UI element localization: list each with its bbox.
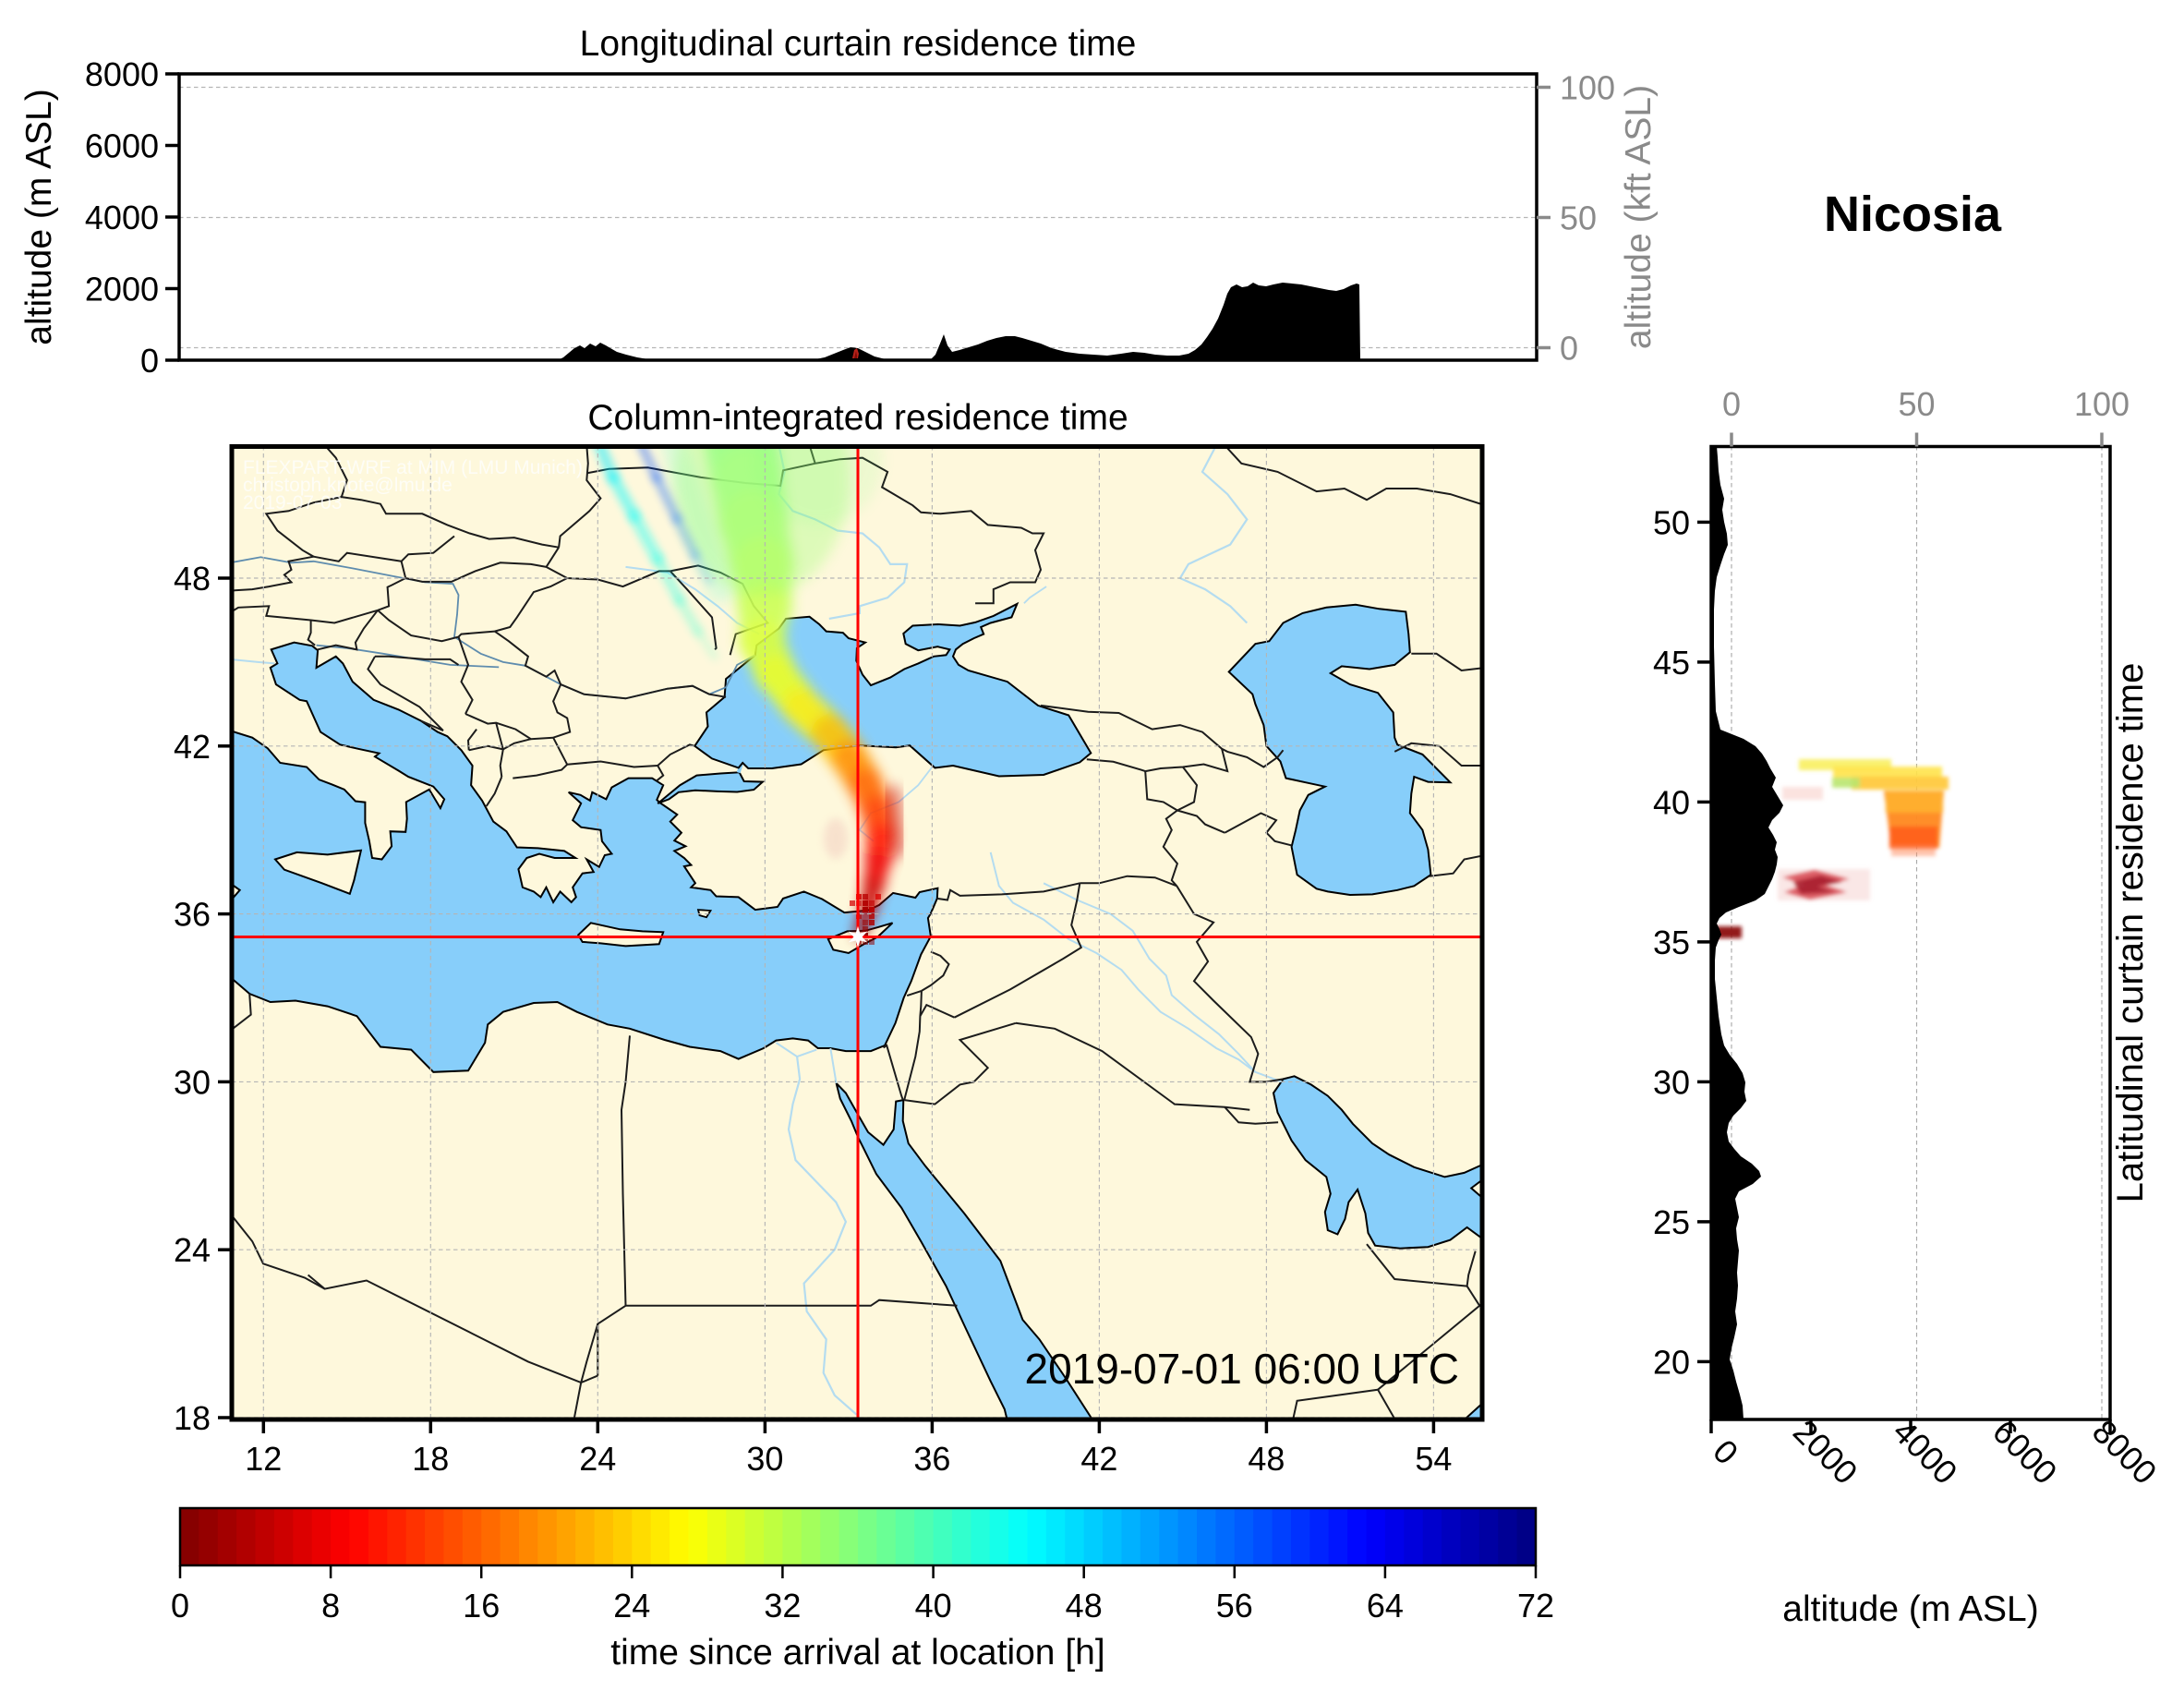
svg-text:36: 36 bbox=[174, 896, 211, 934]
svg-text:Column-integrated residence ti: Column-integrated residence time bbox=[587, 398, 1128, 438]
svg-text:30: 30 bbox=[1653, 1063, 1690, 1101]
svg-text:48: 48 bbox=[174, 560, 211, 598]
svg-text:45: 45 bbox=[1653, 644, 1690, 682]
svg-text:altitude (m ASL): altitude (m ASL) bbox=[19, 89, 59, 344]
svg-text:2019-07-01 06:00 UTC: 2019-07-01 06:00 UTC bbox=[1024, 1345, 1459, 1393]
svg-text:18: 18 bbox=[174, 1399, 211, 1437]
svg-text:8000: 8000 bbox=[85, 55, 159, 93]
svg-text:32: 32 bbox=[764, 1587, 801, 1624]
svg-text:Longitudinal curtain residence: Longitudinal curtain residence time bbox=[580, 24, 1137, 64]
svg-text:72: 72 bbox=[1517, 1587, 1554, 1624]
svg-text:48: 48 bbox=[1248, 1440, 1285, 1478]
svg-text:0: 0 bbox=[1722, 385, 1741, 423]
svg-text:0: 0 bbox=[171, 1587, 189, 1624]
svg-text:54: 54 bbox=[1415, 1440, 1452, 1478]
svg-text:20: 20 bbox=[1653, 1343, 1690, 1381]
svg-text:40: 40 bbox=[1653, 783, 1690, 821]
svg-text:16: 16 bbox=[463, 1587, 500, 1624]
svg-text:FLEXPART-WRF at MIM (LMU Munic: FLEXPART-WRF at MIM (LMU Munich) bbox=[243, 457, 583, 478]
svg-text:0: 0 bbox=[140, 342, 159, 380]
svg-text:48: 48 bbox=[1066, 1587, 1103, 1624]
svg-text:42: 42 bbox=[174, 728, 211, 766]
svg-text:50: 50 bbox=[1653, 503, 1690, 541]
svg-text:Latitudinal curtain residence: Latitudinal curtain residence time bbox=[2110, 663, 2151, 1203]
svg-text:8: 8 bbox=[321, 1587, 340, 1624]
svg-text:4000: 4000 bbox=[85, 199, 159, 236]
svg-text:100: 100 bbox=[2074, 385, 2130, 423]
svg-text:6000: 6000 bbox=[85, 127, 159, 165]
svg-text:30: 30 bbox=[746, 1440, 783, 1478]
svg-text:25: 25 bbox=[1653, 1203, 1690, 1241]
svg-text:2019-07-03: 2019-07-03 bbox=[243, 492, 342, 513]
svg-text:40: 40 bbox=[915, 1587, 952, 1624]
svg-text:altitude (m ASL): altitude (m ASL) bbox=[1782, 1589, 2038, 1629]
svg-text:24: 24 bbox=[174, 1231, 211, 1269]
svg-text:christoph.knote@lmu.de: christoph.knote@lmu.de bbox=[243, 475, 452, 496]
svg-text:12: 12 bbox=[245, 1440, 282, 1478]
svg-text:64: 64 bbox=[1367, 1587, 1404, 1624]
svg-text:50: 50 bbox=[1560, 199, 1597, 237]
svg-text:100: 100 bbox=[1560, 69, 1615, 107]
svg-text:24: 24 bbox=[613, 1587, 650, 1624]
svg-text:altitude (kft ASL): altitude (kft ASL) bbox=[1619, 85, 1659, 349]
svg-text:36: 36 bbox=[913, 1440, 950, 1478]
svg-text:18: 18 bbox=[412, 1440, 449, 1478]
svg-text:2000: 2000 bbox=[85, 271, 159, 308]
svg-text:0: 0 bbox=[1560, 330, 1578, 368]
svg-text:24: 24 bbox=[579, 1440, 616, 1478]
svg-text:Nicosia: Nicosia bbox=[1824, 187, 2002, 242]
svg-text:35: 35 bbox=[1653, 924, 1690, 961]
svg-text:56: 56 bbox=[1216, 1587, 1253, 1624]
svg-text:42: 42 bbox=[1080, 1440, 1117, 1478]
svg-text:50: 50 bbox=[1898, 385, 1935, 423]
svg-text:time since arrival at location: time since arrival at location [h] bbox=[610, 1633, 1104, 1673]
svg-text:30: 30 bbox=[174, 1063, 211, 1101]
